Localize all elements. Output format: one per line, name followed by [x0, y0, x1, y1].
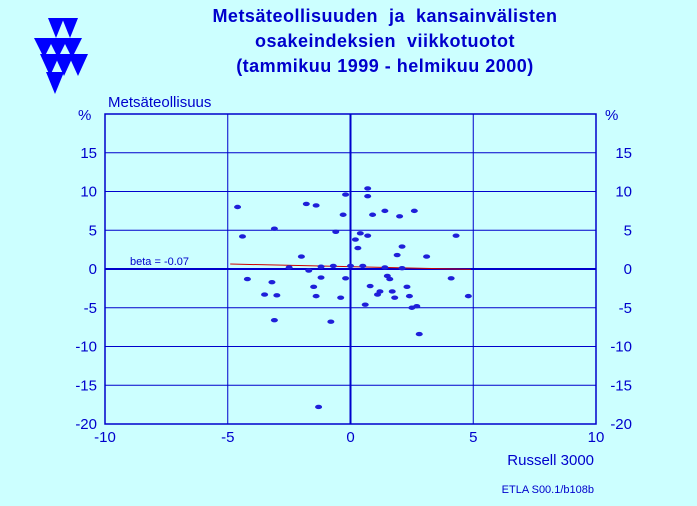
data-point [364, 193, 372, 199]
y-tick-label-left: -10 [75, 339, 97, 356]
data-point [270, 317, 278, 323]
data-point [297, 254, 305, 259]
y-tick-label-right: 10 [615, 184, 632, 201]
data-point [310, 284, 318, 290]
data-point [347, 263, 354, 269]
grid-lines [104, 114, 597, 425]
x-axis-label: Russell 3000 [507, 452, 594, 469]
y-tick-label-left: 10 [80, 184, 97, 201]
data-point [398, 244, 406, 249]
data-point [410, 208, 418, 214]
data-point [302, 201, 310, 207]
data-point [369, 212, 377, 217]
data-point [447, 276, 455, 281]
data-point [356, 231, 364, 236]
beta-annotation: beta = -0.07 [130, 256, 189, 268]
data-point [398, 266, 406, 271]
y-tick-label-left: 5 [89, 222, 97, 239]
data-point [351, 237, 359, 242]
etla-logo [34, 18, 98, 101]
data-point [415, 331, 423, 337]
x-tick-label: 5 [469, 429, 477, 446]
data-point [312, 203, 320, 208]
y-tick-label-right: -5 [619, 300, 632, 317]
data-point [359, 263, 367, 269]
y-tick-label-left: -5 [84, 300, 97, 317]
data-point [354, 245, 362, 251]
chart-title-line-1: Metsäteollisuuden ja kansainvälisten [212, 6, 558, 26]
data-point [396, 214, 404, 219]
data-point [381, 208, 389, 214]
y-tick-label-left: 0 [89, 261, 97, 278]
y-axis-label: Metsäteollisuus [108, 94, 211, 111]
data-point [381, 265, 389, 270]
data-point [327, 319, 335, 324]
x-tick-label: 10 [588, 429, 605, 446]
y-tick-label-right: 15 [615, 145, 632, 162]
data-point [386, 276, 394, 282]
data-point [366, 283, 374, 289]
data-point [234, 204, 242, 210]
data-point [317, 275, 325, 280]
data-point [364, 233, 372, 238]
y-tick-label-right: 0 [624, 261, 632, 278]
data-point [337, 295, 345, 300]
y-tick-label-left: -20 [75, 416, 97, 433]
data-point [423, 254, 431, 259]
x-tick-label: -10 [94, 429, 116, 446]
data-point [261, 292, 269, 297]
x-tick-label: 0 [346, 429, 354, 446]
y-tick-label-left: -15 [75, 377, 97, 394]
data-point [329, 263, 337, 269]
data-point [317, 264, 325, 269]
y-unit-left: % [78, 107, 91, 124]
data-point [243, 276, 251, 282]
data-point [393, 252, 401, 258]
y-tick-label-right: -15 [610, 377, 632, 394]
data-point [273, 293, 281, 298]
axes [104, 113, 597, 425]
data-point [403, 284, 411, 290]
data-point [405, 293, 413, 299]
data-point [312, 293, 320, 299]
data-point [268, 279, 276, 285]
plot-frame [104, 113, 597, 425]
data-point [332, 229, 340, 234]
data-point [342, 276, 350, 281]
data-point [364, 186, 372, 191]
data-point [270, 226, 278, 231]
data-points [234, 186, 472, 410]
data-point [238, 234, 246, 239]
y-tick-label-right: 5 [624, 222, 632, 239]
data-point [361, 302, 369, 307]
data-point [339, 212, 347, 217]
chart-title-line-3: (tammikuu 1999 - helmikuu 2000) [236, 56, 534, 76]
chart-title-line-2: osakeindeksien viikkotuotot [254, 31, 516, 51]
data-point [391, 295, 399, 300]
data-point [452, 233, 460, 238]
data-point [413, 304, 421, 309]
tick-labels: -10 -5 0 5 10 -20 -20 -15 -15 -10 -10 -5 -5 0 0 5 5 10 10 1… [75, 145, 632, 446]
data-point [376, 289, 384, 294]
x-tick-label: -5 [221, 429, 234, 446]
data-point [464, 293, 472, 299]
data-point [315, 404, 323, 410]
data-point [285, 265, 293, 270]
y-tick-label-left: 15 [80, 145, 97, 162]
y-tick-label-right: -10 [610, 339, 632, 356]
data-point [388, 289, 396, 294]
data-point [305, 268, 313, 273]
y-tick-label-right: -20 [610, 416, 632, 433]
y-unit-right: % [605, 107, 618, 124]
data-point [342, 192, 350, 197]
source-footer: ETLA S00.1/b108b [502, 484, 594, 496]
